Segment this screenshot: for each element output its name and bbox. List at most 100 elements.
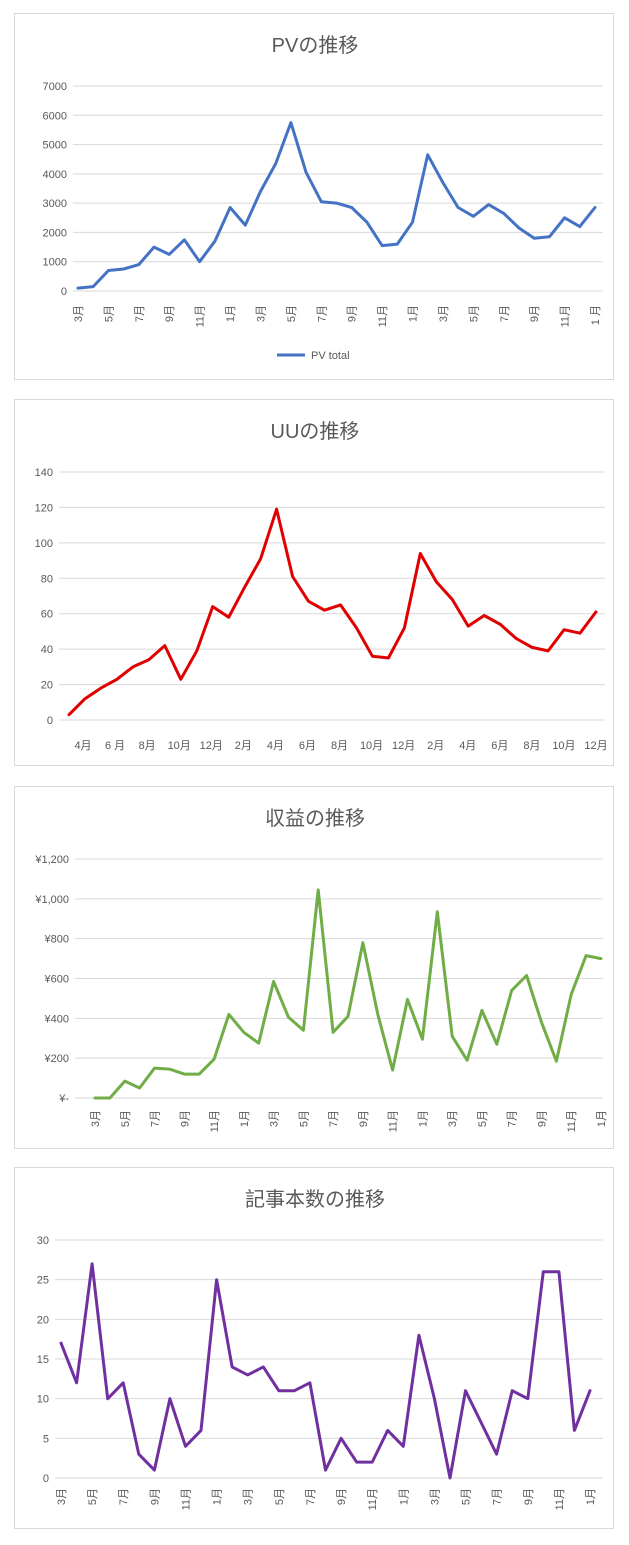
y-tick-label: 40	[41, 644, 53, 656]
x-tick-label: 7月	[328, 1110, 340, 1127]
x-tick-label: 9月	[347, 305, 359, 322]
pv-chart: PVの推移 0 1000 2000 3000 4000 5000 6000 7000 3月 5月 7月…	[43, 34, 603, 362]
x-tick-label: 11月	[377, 305, 389, 327]
x-tick-label: 8月	[331, 740, 348, 752]
x-tick-label: 5月	[477, 1110, 489, 1127]
y-tick-label: 20	[41, 680, 53, 692]
x-tick-label: 2月	[427, 740, 444, 752]
x-tick-label: 11月	[209, 1110, 221, 1132]
y-tick-label: 20	[37, 1314, 49, 1326]
x-tick-label: 11月	[560, 305, 572, 327]
y-tick-label: 0	[61, 286, 67, 298]
x-tick-label: 10月	[360, 740, 383, 752]
y-tick-label: 30	[37, 1235, 49, 1247]
x-tick-label: 12月	[200, 740, 223, 752]
y-tick-label: 60	[41, 609, 53, 621]
x-tick-label: 10月	[168, 740, 191, 752]
x-tick-label: 1月	[596, 1110, 608, 1127]
y-tick-label: 0	[47, 715, 53, 727]
x-tick-label: 11月	[367, 1488, 379, 1510]
chart-title: PVの推移	[272, 34, 359, 57]
y-tick-label: 6000	[43, 110, 67, 122]
x-tick-label: 1月	[408, 305, 420, 322]
series-line	[93, 888, 603, 1100]
series-line	[67, 507, 598, 717]
x-tick-label: 5月	[286, 305, 298, 322]
x-tick-label: 9月	[523, 1488, 535, 1505]
x-tick-label: 12月	[392, 740, 415, 752]
y-tick-label: 0	[43, 1473, 49, 1485]
article-count-chart: 記事本数の推移 0 5 10 15 20 25 30 3月 5月 7月 9月 11月 1月 3月 5月 7月 9月…	[37, 1188, 603, 1510]
x-tick-label: 1月	[239, 1110, 251, 1127]
y-tick-label: ¥400	[44, 1013, 69, 1025]
x-tick-label: 11月	[180, 1488, 192, 1510]
y-tick-label: 80	[41, 573, 53, 585]
x-tick-label: 7月	[305, 1488, 317, 1505]
y-tick-label: 7000	[43, 81, 67, 93]
y-tick-label: 1000	[43, 257, 67, 269]
y-tick-label: 5000	[43, 140, 67, 152]
y-tick-label: ¥1,200	[34, 854, 69, 866]
x-tick-label: 9月	[358, 1110, 370, 1127]
x-tick-label: 4月	[74, 740, 91, 752]
x-tick-label: 4月	[459, 740, 476, 752]
x-tick-label: 5月	[120, 1110, 132, 1127]
chart-title: 収益の推移	[265, 807, 365, 830]
x-tick-label: 3月	[90, 1110, 102, 1127]
x-tick-label: 2月	[235, 740, 252, 752]
x-tick-label: 9月	[336, 1488, 348, 1505]
x-tick-label: 11月	[195, 305, 207, 327]
y-tick-label: ¥-	[58, 1093, 69, 1105]
uu-chart: UUの推移 0 20 40 60 80 100 120 140 4月 6 月 8月 10月 12月 2月 4月…	[35, 420, 608, 752]
revenue-chart-panel: 収益の推移 ¥- ¥200 ¥400 ¥600 ¥800 ¥1,000 ¥1,200 3月 5月 7…	[14, 786, 614, 1149]
series-line	[59, 1262, 592, 1480]
y-tick-label: 15	[37, 1354, 49, 1366]
x-tick-label: 9月	[149, 1488, 161, 1505]
x-tick-label: 5月	[103, 305, 115, 322]
y-tick-label: ¥200	[44, 1053, 69, 1065]
x-tick-label: 11月	[566, 1110, 578, 1132]
x-tick-label: 5月	[274, 1488, 286, 1505]
x-tick-label: 3月	[447, 1110, 459, 1127]
x-tick-label: 1月	[417, 1110, 429, 1127]
x-tick-label: 5月	[298, 1110, 310, 1127]
y-tick-label: 140	[35, 467, 53, 479]
x-tick-label: 7月	[492, 1488, 504, 1505]
y-tick-label: 3000	[43, 198, 67, 210]
y-tick-label: 5	[43, 1433, 49, 1445]
x-tick-label: 1 月	[590, 305, 602, 325]
x-tick-label: 7月	[118, 1488, 130, 1505]
article-count-chart-panel: 記事本数の推移 0 5 10 15 20 25 30 3月 5月 7月 9月 11月 1月 3月 5月 7月 9月…	[14, 1167, 614, 1529]
y-tick-label: 25	[37, 1275, 49, 1287]
x-tick-label: 10月	[552, 740, 575, 752]
x-tick-label: 3月	[269, 1110, 281, 1127]
x-tick-label: 8月	[523, 740, 540, 752]
x-tick-label: 7月	[507, 1110, 519, 1127]
x-tick-label: 7月	[499, 305, 511, 322]
y-tick-label: 10	[37, 1394, 49, 1406]
x-tick-label: 3月	[438, 305, 450, 322]
x-tick-label: 3月	[73, 305, 85, 322]
x-tick-label: 6月	[299, 740, 316, 752]
y-tick-label: 120	[35, 502, 53, 514]
pv-chart-panel: PVの推移 0 1000 2000 3000 4000 5000 6000 7000 3月 5月 7月…	[14, 13, 614, 380]
x-tick-label: 5月	[87, 1488, 99, 1505]
x-tick-label: 9月	[164, 305, 176, 322]
x-tick-label: 1月	[225, 305, 237, 322]
x-tick-label: 7月	[150, 1110, 162, 1127]
x-tick-label: 12月	[584, 740, 607, 752]
x-tick-label: 11月	[388, 1110, 400, 1132]
y-tick-label: ¥600	[44, 974, 69, 986]
x-tick-label: 1月	[398, 1488, 410, 1505]
x-tick-label: 8月	[139, 740, 156, 752]
x-tick-label: 3月	[56, 1488, 68, 1505]
x-tick-label: 9月	[529, 305, 541, 322]
x-tick-label: 5月	[468, 305, 480, 322]
revenue-chart: 収益の推移 ¥- ¥200 ¥400 ¥600 ¥800 ¥1,000 ¥1,200 3月 5月 7…	[34, 807, 608, 1132]
y-tick-label: ¥800	[44, 934, 69, 946]
y-tick-label: 4000	[43, 169, 67, 181]
legend-label: PV total	[311, 350, 350, 362]
x-tick-label: 5月	[461, 1488, 473, 1505]
y-tick-label: 100	[35, 538, 53, 550]
x-tick-label: 3月	[255, 305, 267, 322]
